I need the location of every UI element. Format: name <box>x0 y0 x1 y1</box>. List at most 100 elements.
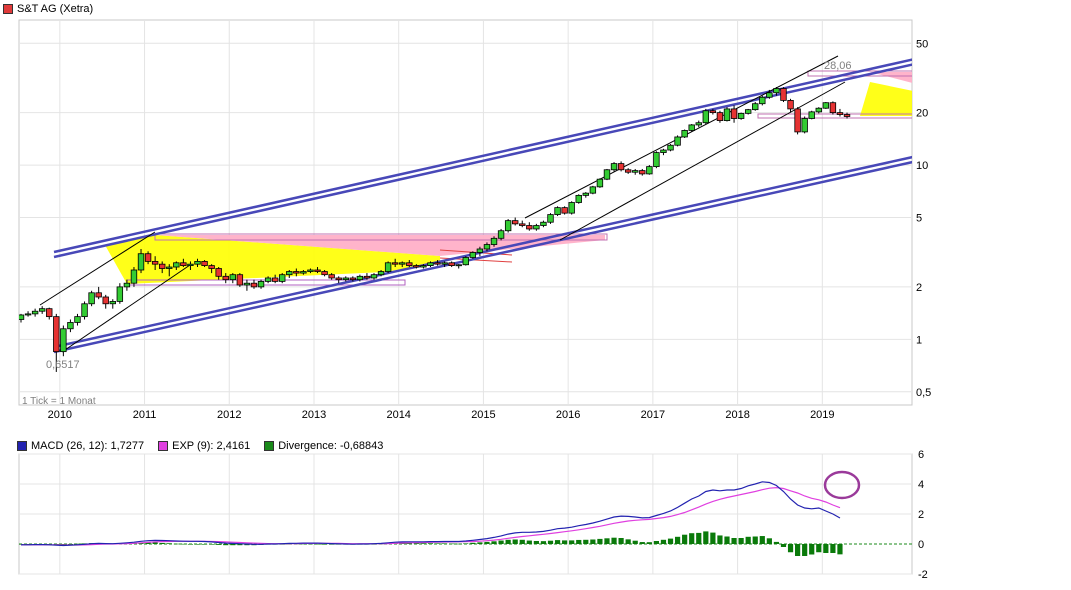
candle-body <box>808 111 815 119</box>
candle-body <box>596 178 604 188</box>
exp-line <box>21 486 841 546</box>
candle-body <box>723 108 731 121</box>
divergence-bar <box>145 542 151 544</box>
legend-macd-label: MACD (26, 12): 1,7277 <box>31 440 145 452</box>
divergence-bar <box>314 543 321 545</box>
candle-body <box>74 316 81 323</box>
divergence-bar <box>710 532 716 544</box>
candle-body <box>406 262 413 266</box>
candle-body <box>434 262 441 265</box>
divergence-bar <box>795 544 801 556</box>
triangle-pink-2 <box>870 72 912 83</box>
candle-body <box>759 96 766 105</box>
tick-note: 1 Tick = 1 Monat <box>22 396 96 407</box>
candle-body <box>67 322 74 330</box>
divergence-bar <box>618 538 624 544</box>
divergence-bar <box>823 544 829 553</box>
candle-body <box>391 262 399 265</box>
candle-body <box>610 163 618 171</box>
divergence-bar <box>632 540 638 544</box>
y-tick-label: 50 <box>916 38 928 50</box>
divergence-bar <box>802 544 808 556</box>
x-tick-label: 2012 <box>217 409 241 421</box>
candle-body <box>363 275 371 279</box>
candle-body <box>561 207 568 214</box>
divergence-bar <box>60 544 66 545</box>
divergence-bar <box>837 544 843 555</box>
crossover-circle <box>823 470 861 500</box>
divergence-bar <box>540 541 547 544</box>
price-y-axis: 50 20 10 5 2 1 0,5 <box>916 38 931 399</box>
candle-body <box>483 244 491 250</box>
divergence-bar <box>477 542 483 544</box>
x-tick-label: 2015 <box>471 409 495 421</box>
candle-body <box>335 277 342 281</box>
candle-body <box>780 88 787 101</box>
candle-body <box>215 268 222 277</box>
candle-body <box>737 112 745 119</box>
candle-body <box>455 264 462 267</box>
candle-body <box>476 248 484 253</box>
price-x-axis: 2010 2011 2012 2013 2014 2015 2016 2017 2018 2019 <box>48 409 835 421</box>
candle-body <box>109 301 116 305</box>
x-tick-label: 2018 <box>725 409 749 421</box>
divergence-bar <box>456 543 462 545</box>
divergence-bar <box>682 534 688 544</box>
divergence-bar <box>519 539 525 544</box>
divergence-bar <box>427 543 434 544</box>
candle-body <box>822 102 830 109</box>
divergence-bar <box>590 539 596 544</box>
legend-divergence-label: Divergence: -0,68843 <box>278 440 384 452</box>
candle-body <box>314 269 321 272</box>
candle-body <box>116 286 124 302</box>
divergence-bar <box>413 543 419 544</box>
candle-body <box>257 281 265 288</box>
candle-body <box>801 118 808 133</box>
macd-chart: 6 4 2 0 -2 <box>18 450 928 581</box>
candle-body <box>632 170 639 173</box>
divergence-bar <box>180 543 186 545</box>
candles <box>19 86 851 372</box>
candle-body <box>180 262 187 266</box>
divergence-bar <box>230 544 236 546</box>
divergence-bar <box>583 539 589 544</box>
divergence-bar <box>696 532 702 544</box>
x-tick-label: 2013 <box>302 409 326 421</box>
x-tick-label: 2014 <box>386 409 410 421</box>
candle-body <box>752 103 759 111</box>
divergence-bar <box>752 536 758 544</box>
y-tick-label: 0,5 <box>916 387 931 399</box>
candle-body <box>356 275 364 281</box>
triangle-yellow-1 <box>105 235 440 284</box>
channel-upper-1 <box>53 58 912 254</box>
triangle-yellow-2 <box>860 82 912 116</box>
candle-body <box>533 225 540 230</box>
candle-body <box>46 308 53 318</box>
macd-legend: MACD (26, 12): 1,7277 EXP (9): 2,4161 Di… <box>17 440 383 452</box>
divergence-bar <box>773 541 780 544</box>
divergence-bar <box>434 543 441 544</box>
divergence-bar <box>449 543 455 545</box>
candle-body <box>603 169 611 180</box>
candle-body <box>674 136 681 146</box>
legend-exp-swatch <box>158 441 169 451</box>
candle-body <box>53 316 60 353</box>
high-label: 28,06 <box>824 60 852 72</box>
candle-body <box>695 122 702 126</box>
trend-thin-1 <box>39 231 156 306</box>
candle-body <box>512 220 519 225</box>
divergence-bar <box>237 544 243 546</box>
divergence-bar <box>505 539 511 544</box>
divergence-bar <box>625 539 631 544</box>
candle-body <box>497 230 505 239</box>
candle-body <box>730 108 738 119</box>
divergence-bar <box>611 537 617 544</box>
x-tick-label: 2017 <box>641 409 665 421</box>
divergence-bar <box>646 542 652 544</box>
candle-body <box>794 108 801 133</box>
divergence-bar <box>562 540 568 544</box>
candle-body <box>787 100 794 110</box>
candle-body <box>293 271 300 274</box>
divergence-bar <box>738 538 744 544</box>
candle-body <box>130 269 138 284</box>
